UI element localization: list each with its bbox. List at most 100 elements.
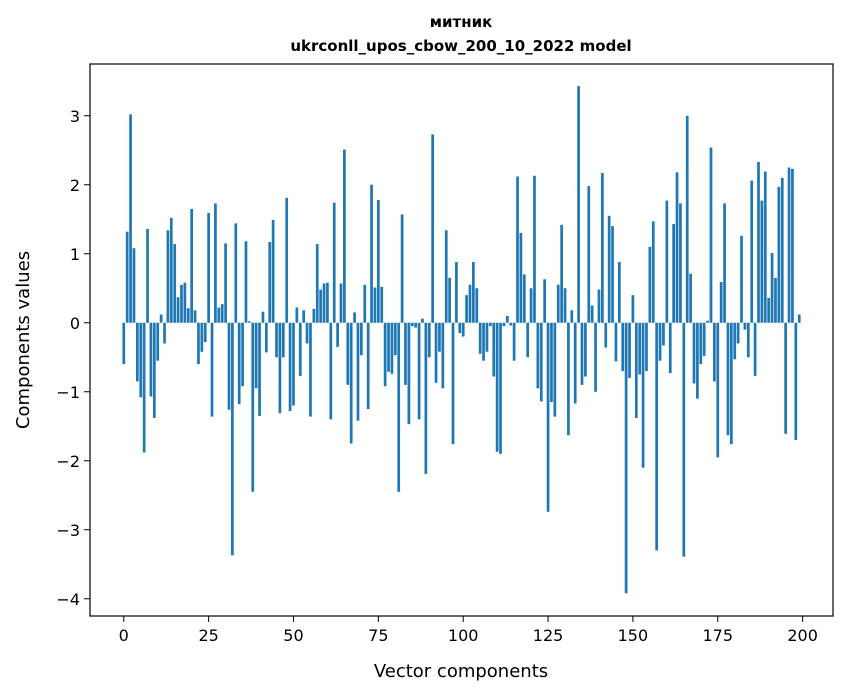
y-axis-ticks: −4 −3 −2 −1 0 1 2 3 — [56, 107, 90, 609]
bar-145 — [614, 322, 618, 362]
bar-53 — [302, 310, 306, 323]
bar-167 — [689, 273, 692, 323]
bar-61 — [329, 322, 333, 420]
bar-34 — [237, 322, 241, 405]
y-tick-label: 0 — [70, 314, 80, 333]
bar-148 — [624, 322, 628, 594]
bar-27 — [214, 203, 217, 323]
bar-75 — [376, 199, 380, 323]
bar-106 — [482, 322, 485, 361]
bar-88 — [421, 318, 424, 323]
bar-80 — [393, 322, 397, 356]
bar-179 — [729, 322, 733, 445]
bar-198 — [794, 322, 798, 441]
y-tick-label: 2 — [70, 176, 80, 195]
bar-98 — [455, 262, 458, 323]
bar-143 — [607, 215, 611, 323]
bar-150 — [631, 295, 635, 323]
bar-193 — [777, 186, 781, 323]
bar-171 — [702, 322, 706, 356]
bar-23 — [200, 322, 204, 352]
bar-181 — [736, 322, 740, 344]
bar-83 — [404, 322, 407, 385]
bar-140 — [597, 289, 601, 323]
y-tick-label: −4 — [56, 590, 80, 609]
bar-109 — [492, 322, 496, 377]
x-tick-label: 50 — [283, 626, 303, 645]
bar-70 — [360, 322, 363, 356]
bar-97 — [451, 322, 455, 445]
x-tick-label: 100 — [448, 626, 479, 645]
bar-9 — [152, 322, 156, 418]
bar-135 — [580, 322, 584, 385]
bar-39 — [254, 322, 258, 389]
bar-139 — [594, 322, 597, 392]
bar-44 — [271, 219, 275, 323]
bar-24 — [203, 322, 207, 343]
bar-197 — [791, 168, 794, 323]
bar-144 — [611, 226, 614, 323]
bar-131 — [567, 322, 570, 436]
bar-154 — [645, 322, 648, 372]
bar-100 — [461, 322, 465, 337]
bar-104 — [475, 288, 479, 323]
bar-74 — [373, 287, 377, 323]
bar-175 — [716, 322, 720, 458]
bar-22 — [197, 322, 200, 365]
bar-134 — [577, 86, 580, 323]
bar-50 — [292, 322, 295, 406]
bar-55 — [309, 322, 312, 417]
bar-95 — [444, 230, 448, 323]
bar-172 — [706, 320, 709, 323]
bar-41 — [261, 311, 265, 323]
bar-7 — [146, 228, 149, 323]
bar-133 — [573, 322, 577, 404]
y-tick-label: −2 — [56, 452, 80, 471]
x-axis-ticks: 0 25 50 75 100 125 150 175 200 — [119, 616, 818, 645]
bar-56 — [312, 308, 316, 323]
bar-194 — [780, 177, 784, 323]
bar-161 — [668, 322, 672, 374]
bar-36 — [244, 241, 248, 323]
bar-82 — [400, 214, 404, 323]
bar-51 — [295, 307, 299, 323]
bar-190 — [767, 297, 771, 323]
bar-168 — [692, 322, 696, 384]
bar-78 — [387, 322, 390, 372]
y-axis-label: Components values — [13, 251, 34, 429]
bar-176 — [719, 282, 723, 323]
bar-81 — [397, 322, 401, 492]
bar-132 — [570, 310, 574, 323]
bar-87 — [417, 322, 421, 420]
bar-174 — [713, 322, 716, 382]
bar-26 — [210, 322, 214, 417]
bar-169 — [696, 322, 699, 399]
bar-159 — [662, 322, 665, 346]
bar-188 — [760, 200, 764, 323]
bar-124 — [543, 279, 547, 323]
bar-series — [122, 86, 801, 594]
chart-subtitle: ukrconll_upos_cbow_200_10_2022 model — [290, 37, 631, 55]
bar-1 — [125, 231, 129, 323]
bar-112 — [502, 322, 506, 327]
bar-6 — [142, 322, 146, 453]
bar-76 — [380, 286, 384, 323]
bar-25 — [207, 213, 210, 323]
bar-177 — [723, 203, 726, 323]
bar-13 — [166, 230, 170, 323]
bar-187 — [757, 161, 760, 323]
bar-119 — [526, 322, 530, 358]
bar-142 — [604, 322, 608, 348]
bar-147 — [621, 322, 625, 372]
bar-157 — [655, 322, 659, 551]
bar-96 — [448, 277, 451, 323]
bar-138 — [590, 305, 594, 323]
bar-52 — [298, 322, 302, 376]
bar-65 — [343, 149, 346, 323]
bar-48 — [285, 197, 289, 323]
bar-11 — [159, 314, 163, 323]
bar-166 — [685, 115, 689, 323]
bar-111 — [499, 322, 502, 454]
bar-77 — [383, 322, 387, 387]
